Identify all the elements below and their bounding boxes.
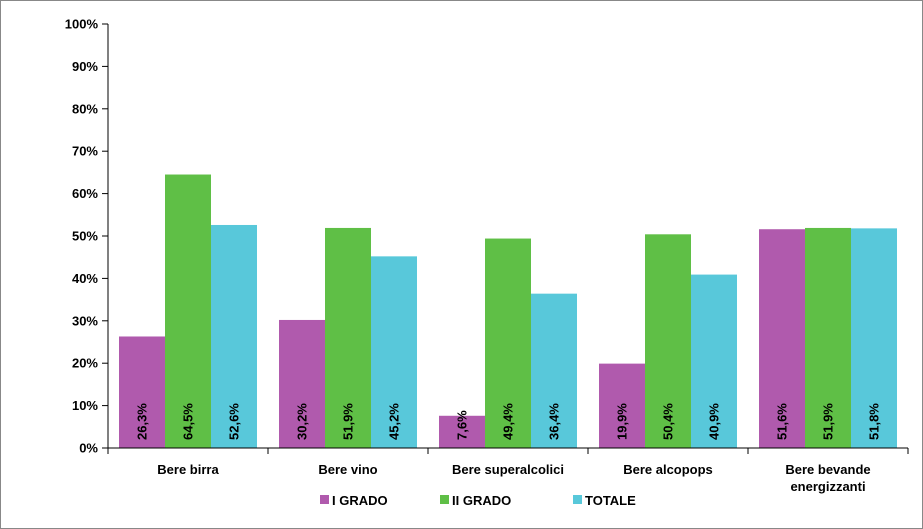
- data-label: 50,4%: [661, 403, 676, 440]
- bar: [805, 227, 851, 448]
- y-tick-label: 100%: [65, 17, 99, 32]
- data-label: 26,3%: [135, 403, 150, 440]
- legend-label: II GRADO: [452, 493, 511, 508]
- bars: 26,3% 64,5% 52,6% 30,2% 51,9% 45,2% 7,6% 49,4% 3…: [119, 174, 897, 448]
- bar: [531, 293, 577, 448]
- y-tick-label: 20%: [72, 356, 98, 371]
- data-label: 7,6%: [455, 410, 470, 440]
- data-label: 19,9%: [615, 403, 630, 440]
- data-label: 51,9%: [341, 403, 356, 440]
- data-label: 51,9%: [821, 403, 836, 440]
- x-category-label: Bere birra: [157, 462, 219, 477]
- y-tick-label: 0%: [79, 441, 98, 456]
- y-tick-label: 60%: [72, 186, 98, 201]
- y-tick-label: 80%: [72, 101, 98, 116]
- x-category-label: energizzanti: [790, 479, 865, 494]
- data-label: 30,2%: [295, 403, 310, 440]
- y-tick-label: 50%: [72, 229, 98, 244]
- x-category-label: Bere bevande: [785, 462, 870, 477]
- bar: [691, 274, 737, 448]
- y-axis: 0% 10% 20% 30% 40% 50% 60% 70% 80% 90% 100%: [65, 17, 109, 456]
- y-tick-label: 70%: [72, 144, 98, 159]
- data-label: 45,2%: [387, 403, 402, 440]
- legend-swatch: [573, 495, 582, 504]
- bar: [165, 174, 211, 448]
- x-category-label: Bere vino: [318, 462, 377, 477]
- data-label: 40,9%: [707, 403, 722, 440]
- data-label: 36,4%: [547, 403, 562, 440]
- bar: [645, 234, 691, 448]
- x-category-label: Bere alcopops: [623, 462, 713, 477]
- bar: [599, 363, 645, 448]
- legend-label: I GRADO: [332, 493, 388, 508]
- y-tick-label: 40%: [72, 271, 98, 286]
- bar: [759, 229, 805, 448]
- bar: [211, 224, 257, 448]
- legend-label: TOTALE: [585, 493, 636, 508]
- bar: [325, 227, 371, 448]
- y-tick-label: 10%: [72, 398, 98, 413]
- data-label: 64,5%: [181, 403, 196, 440]
- y-tick-label: 90%: [72, 59, 98, 74]
- legend-swatch: [440, 495, 449, 504]
- bar: [485, 238, 531, 448]
- data-label: 51,6%: [775, 403, 790, 440]
- data-label: 51,8%: [867, 403, 882, 440]
- bar: [851, 228, 897, 448]
- bar: [279, 319, 325, 448]
- y-tick-label: 30%: [72, 313, 98, 328]
- bar: [439, 415, 485, 448]
- data-label: 49,4%: [501, 403, 516, 440]
- data-label: 52,6%: [227, 403, 242, 440]
- x-axis: Bere birra Bere vino Bere superalcolici Ber…: [107, 447, 909, 494]
- legend: I GRADO II GRADO TOTALE: [320, 493, 636, 508]
- bar: [119, 336, 165, 448]
- bar: [371, 256, 417, 448]
- legend-swatch: [320, 495, 329, 504]
- x-category-label: Bere superalcolici: [452, 462, 564, 477]
